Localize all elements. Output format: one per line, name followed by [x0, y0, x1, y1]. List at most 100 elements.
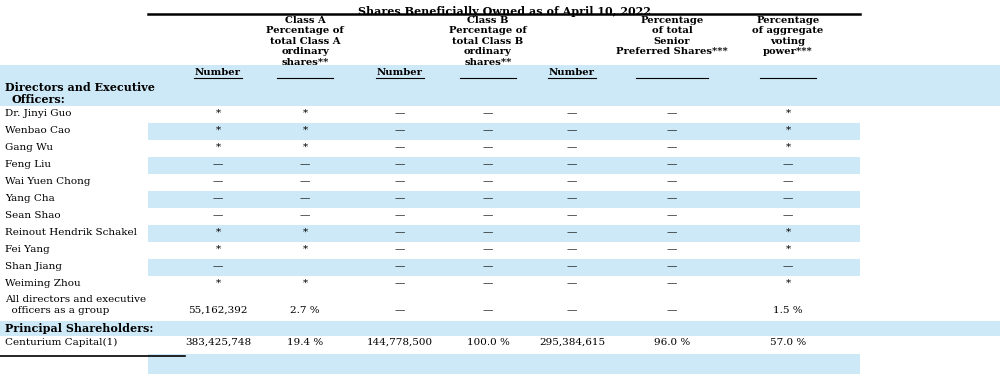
Text: Sean Shao: Sean Shao — [5, 211, 61, 220]
Text: —: — — [567, 211, 577, 220]
Text: 57.0 %: 57.0 % — [770, 338, 806, 347]
Text: Percentage
of aggregate
voting
power***: Percentage of aggregate voting power*** — [752, 16, 824, 56]
Text: Gang Wu: Gang Wu — [5, 143, 53, 152]
Bar — [0, 276, 1000, 293]
Text: Number: Number — [549, 68, 595, 77]
Text: —: — — [667, 143, 677, 152]
Text: —: — — [667, 211, 677, 220]
Text: 383,425,748: 383,425,748 — [185, 338, 251, 347]
Text: —: — — [483, 109, 493, 118]
Text: officers as a group: officers as a group — [5, 306, 109, 315]
Text: —: — — [395, 245, 405, 254]
Bar — [0, 0, 148, 78]
Text: —: — — [483, 228, 493, 237]
Text: —: — — [213, 262, 223, 271]
Text: —: — — [567, 160, 577, 169]
Text: —: — — [483, 262, 493, 271]
Text: —: — — [300, 194, 310, 203]
Text: —: — — [213, 211, 223, 220]
Text: Class B
Percentage of
total Class B
ordinary
shares**: Class B Percentage of total Class B ordi… — [449, 16, 527, 67]
Bar — [0, 321, 1000, 336]
Text: —: — — [567, 109, 577, 118]
Text: *: * — [215, 245, 221, 254]
Text: —: — — [483, 245, 493, 254]
Text: 19.4 %: 19.4 % — [287, 338, 323, 347]
Text: —: — — [300, 211, 310, 220]
Text: *: * — [302, 126, 308, 135]
Text: Officers:: Officers: — [11, 94, 65, 105]
Bar — [0, 106, 1000, 123]
Text: —: — — [783, 211, 793, 220]
Bar — [0, 65, 1000, 123]
Text: Wenbao Cao: Wenbao Cao — [5, 126, 70, 135]
Text: *: * — [215, 279, 221, 288]
Text: —: — — [783, 262, 793, 271]
Text: 55,162,392: 55,162,392 — [188, 306, 248, 315]
Text: —: — — [667, 306, 677, 315]
Text: —: — — [483, 143, 493, 152]
Text: Number: Number — [377, 68, 423, 77]
Text: —: — — [483, 211, 493, 220]
Text: —: — — [300, 177, 310, 186]
Text: —: — — [483, 126, 493, 135]
Text: —: — — [667, 262, 677, 271]
Text: Fei Yang: Fei Yang — [5, 245, 50, 254]
Text: —: — — [667, 160, 677, 169]
Text: —: — — [667, 279, 677, 288]
Text: —: — — [783, 160, 793, 169]
Text: Dr. Jinyi Guo: Dr. Jinyi Guo — [5, 109, 72, 118]
Text: —: — — [395, 126, 405, 135]
Text: *: * — [302, 109, 308, 118]
Text: —: — — [667, 228, 677, 237]
Text: —: — — [483, 160, 493, 169]
Text: *: * — [302, 245, 308, 254]
Text: Shan Jiang: Shan Jiang — [5, 262, 62, 271]
Text: —: — — [213, 177, 223, 186]
Text: *: * — [215, 143, 221, 152]
Text: —: — — [483, 177, 493, 186]
Text: —: — — [483, 279, 493, 288]
Text: Reinout Hendrik Schakel: Reinout Hendrik Schakel — [5, 228, 137, 237]
Text: —: — — [395, 211, 405, 220]
Text: —: — — [783, 177, 793, 186]
Text: —: — — [395, 306, 405, 315]
Text: *: * — [215, 228, 221, 237]
Text: *: * — [302, 228, 308, 237]
Bar — [0, 242, 1000, 259]
Text: 1.5 %: 1.5 % — [773, 306, 803, 315]
Text: —: — — [395, 143, 405, 152]
Text: —: — — [395, 228, 405, 237]
Text: Directors and Executive: Directors and Executive — [5, 82, 155, 93]
Text: *: * — [215, 126, 221, 135]
Text: —: — — [395, 262, 405, 271]
Text: —: — — [483, 194, 493, 203]
Text: 2.7 %: 2.7 % — [290, 306, 320, 315]
Text: —: — — [213, 160, 223, 169]
Text: —: — — [567, 126, 577, 135]
Text: *: * — [302, 143, 308, 152]
Text: —: — — [667, 109, 677, 118]
Bar — [0, 208, 1000, 225]
Bar — [148, 0, 860, 374]
Text: 100.0 %: 100.0 % — [467, 338, 509, 347]
Text: Number: Number — [195, 68, 241, 77]
Bar — [0, 0, 148, 374]
Text: 295,384,615: 295,384,615 — [539, 338, 605, 347]
Text: Principal Shareholders:: Principal Shareholders: — [5, 323, 153, 334]
Text: Centurium Capital(1): Centurium Capital(1) — [5, 338, 117, 347]
Text: —: — — [567, 228, 577, 237]
Text: —: — — [300, 160, 310, 169]
Text: *: * — [785, 126, 791, 135]
Text: —: — — [783, 194, 793, 203]
Text: *: * — [785, 143, 791, 152]
Text: —: — — [667, 245, 677, 254]
Text: —: — — [483, 306, 493, 315]
Bar — [0, 174, 1000, 191]
Text: Percentage
of total
Senior
Preferred Shares***: Percentage of total Senior Preferred Sha… — [616, 16, 728, 56]
Bar — [148, 0, 860, 78]
Text: —: — — [395, 177, 405, 186]
Text: Wai Yuen Chong: Wai Yuen Chong — [5, 177, 90, 186]
Text: Feng Liu: Feng Liu — [5, 160, 51, 169]
Text: —: — — [395, 160, 405, 169]
Bar — [0, 140, 1000, 157]
